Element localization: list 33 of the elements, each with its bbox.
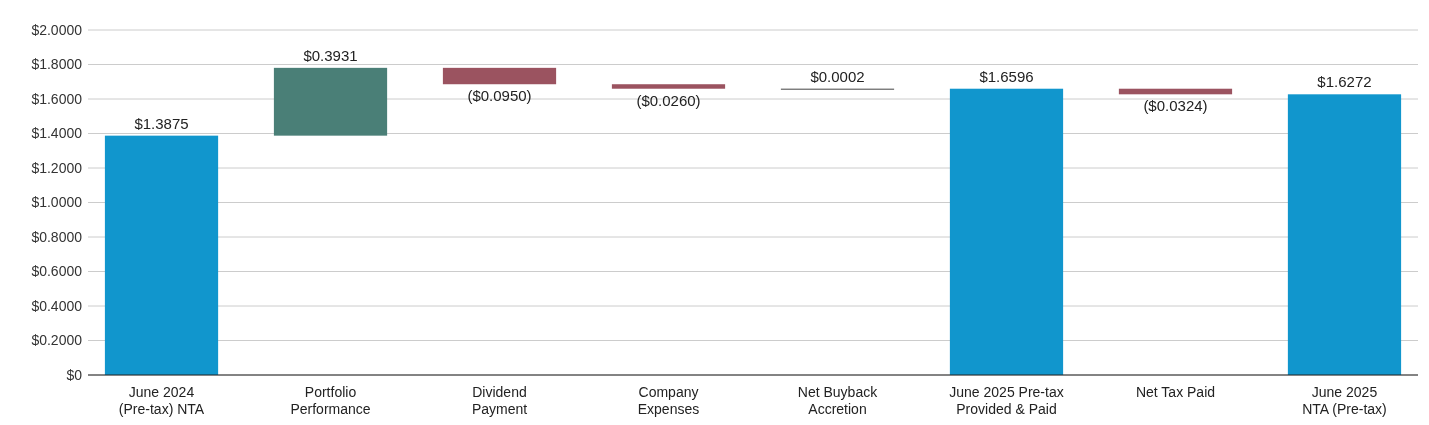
y-tick-label: $0.2000 (31, 332, 83, 349)
bar (104, 135, 219, 375)
x-tick-label: June 2025 Pre-tax Provided & Paid (949, 384, 1064, 417)
y-tick-label: $0.4000 (31, 297, 83, 314)
x-tick-label: June 2025 NTA (Pre-tax) (1302, 384, 1387, 417)
y-tick-label: $1.0000 (31, 194, 83, 211)
bar (1287, 94, 1402, 375)
y-tick-label: $1.2000 (31, 159, 83, 176)
data-label: ($0.0324) (1143, 97, 1208, 115)
x-tick-label: Net Buyback Accretion (797, 384, 879, 417)
bar (442, 67, 557, 85)
y-tick-label: $0 (66, 366, 83, 383)
data-label: $1.3875 (134, 114, 189, 132)
x-tick-label: Company Expenses (637, 384, 700, 417)
y-tick-label: $2.0000 (31, 21, 83, 38)
data-label: ($0.0260) (636, 91, 701, 109)
bar (273, 67, 388, 136)
x-tick-label: Portfolio Performance (290, 384, 371, 417)
x-tick-label: Dividend Payment (471, 384, 528, 417)
data-label: $1.6596 (979, 67, 1034, 85)
y-tick-label: $0.8000 (31, 228, 83, 245)
data-label: $0.0002 (810, 67, 865, 85)
data-label: $1.6272 (1317, 73, 1372, 91)
y-tick-label: $1.4000 (31, 125, 83, 142)
y-tick-label: $1.8000 (31, 56, 83, 73)
y-tick-label: $0.6000 (31, 263, 83, 280)
data-label: ($0.0950) (467, 87, 532, 105)
y-tick-label: $1.6000 (31, 90, 83, 107)
x-tick-label: Net Tax Paid (1135, 384, 1216, 400)
x-tick-label: June 2024 (Pre-tax) NTA (118, 384, 205, 417)
bar (949, 88, 1064, 375)
bar (611, 84, 726, 89)
data-label: $0.3931 (303, 46, 358, 64)
